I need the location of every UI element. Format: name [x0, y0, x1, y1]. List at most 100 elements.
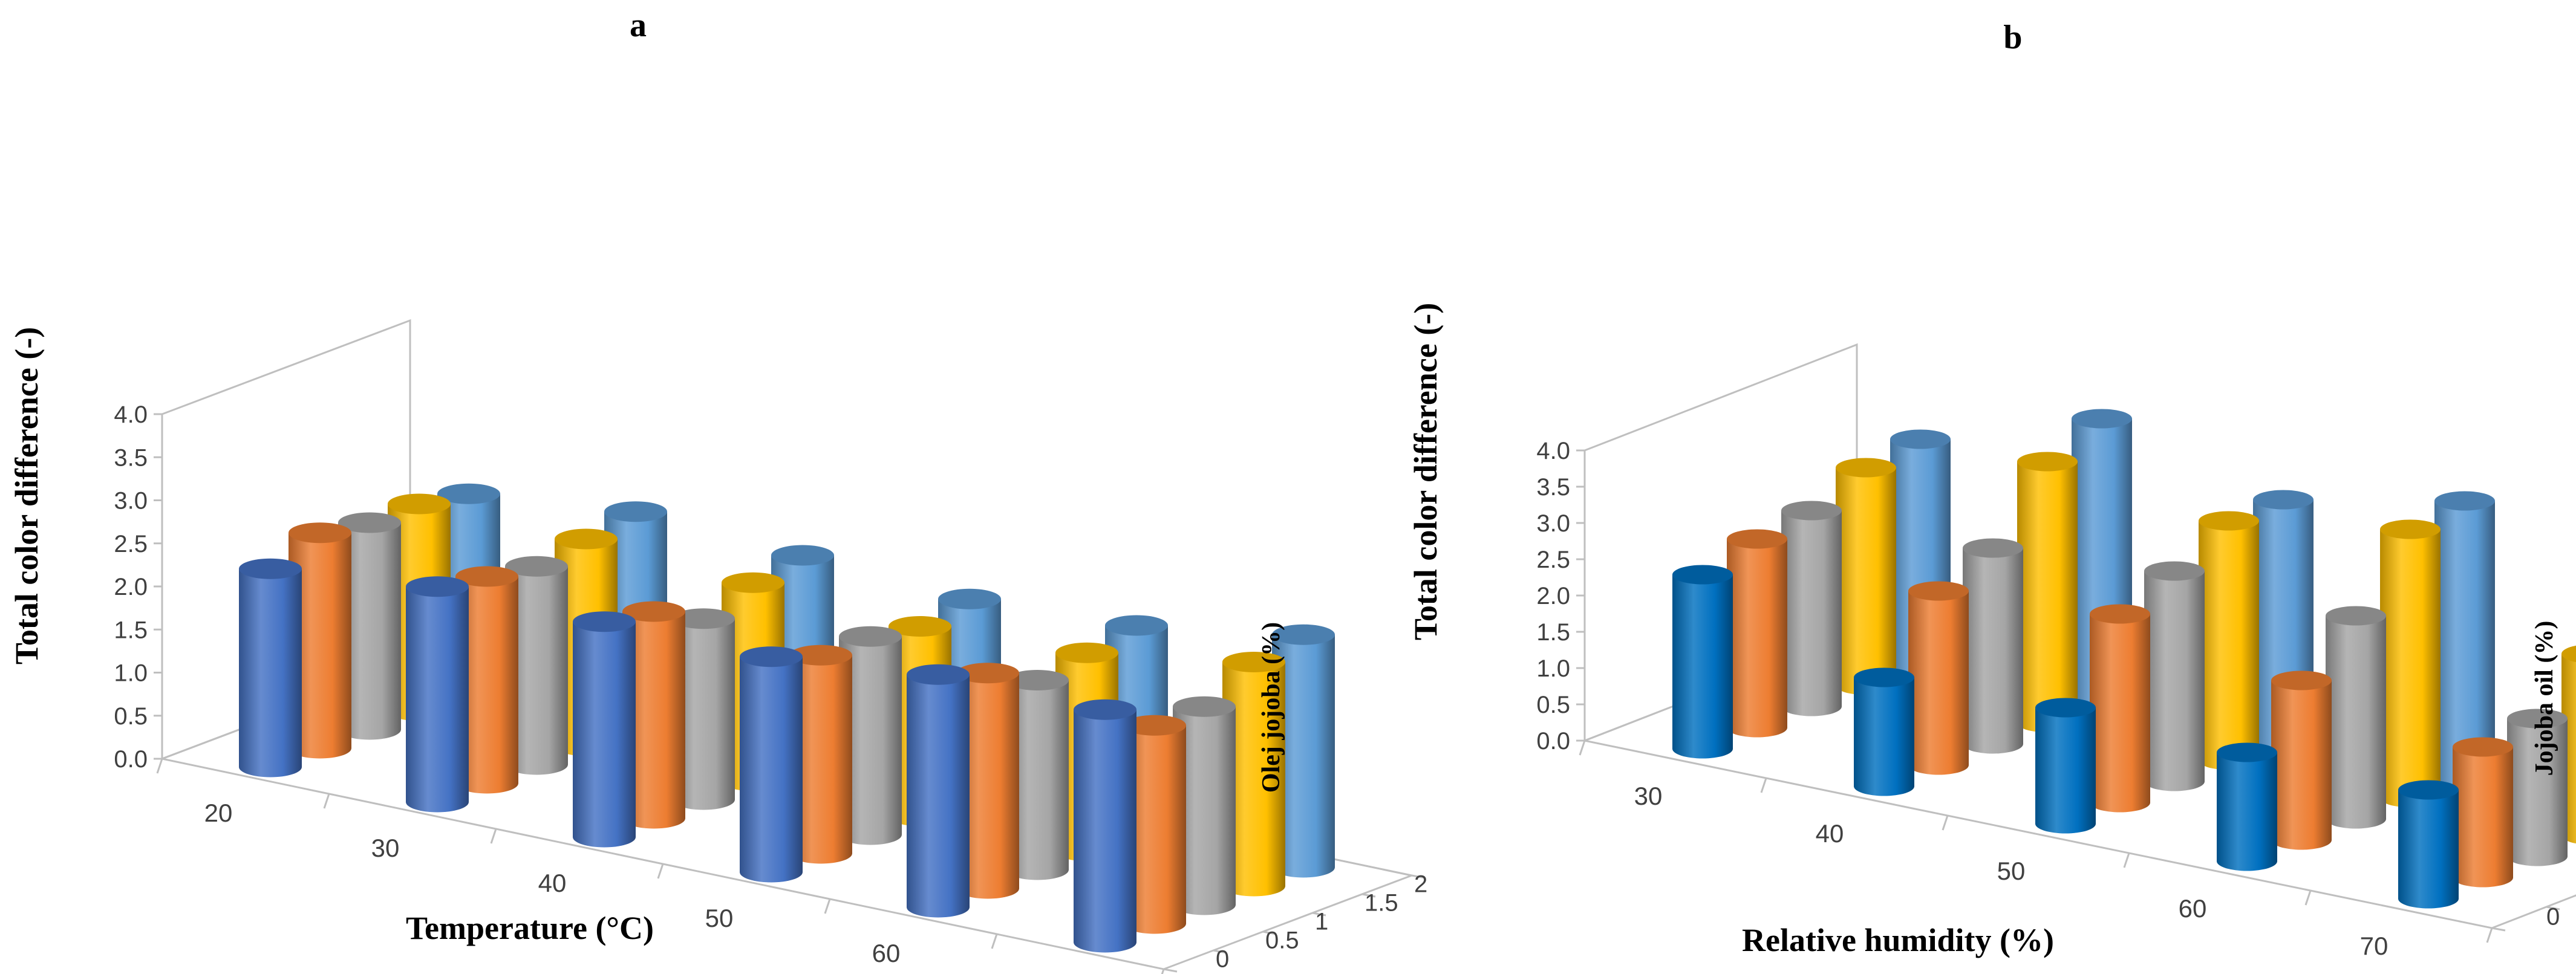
y-tick-label: 1.0 — [114, 660, 148, 687]
bar — [1074, 700, 1136, 953]
y-tick-label: 3.5 — [114, 444, 148, 471]
z-tick-label: 0.5 — [1265, 927, 1299, 954]
bar-top — [2072, 409, 2132, 429]
chart-b-y-ticks: 0.00.51.01.52.02.53.03.54.0 — [1536, 438, 1585, 755]
bar-top — [907, 664, 970, 685]
y-tick-label: 2.0 — [1536, 583, 1570, 609]
bar-top — [2217, 743, 2277, 762]
bar-body — [1672, 575, 1733, 759]
bar-top — [1836, 458, 1896, 478]
x-tick-mark — [1943, 816, 1948, 830]
bar-top — [1854, 668, 1914, 687]
chart-a-z-axis-title: Olej jojoba (%) — [1257, 622, 1285, 793]
y-tick-label: 0.0 — [1536, 728, 1570, 755]
bar-top — [1074, 700, 1136, 720]
bar — [2380, 520, 2441, 808]
x-tick-mark — [992, 934, 997, 949]
y-tick-label: 3.0 — [1536, 510, 1570, 537]
z-tick-label: 1 — [1315, 909, 1328, 935]
bar-body — [1908, 591, 1969, 775]
bar — [2017, 452, 2078, 733]
bar — [406, 576, 469, 812]
bar-top — [2253, 490, 2314, 510]
panel-label-a: a — [630, 7, 647, 44]
x-tick-mark — [2306, 891, 2310, 905]
bar-top — [938, 589, 1001, 609]
bar-top — [2144, 562, 2205, 581]
bar-top — [2035, 698, 2096, 718]
bar-body — [2144, 571, 2205, 791]
chart-a-y-axis-title: Total color difference (-) — [8, 327, 45, 664]
chart-b-z-axis-title: Jojoba oil (%) — [2531, 621, 2558, 776]
bar-body — [2035, 708, 2096, 834]
x-tick-mark — [1159, 969, 1164, 974]
z-tick-mark — [2492, 928, 2505, 930]
bar-top — [1727, 530, 1787, 549]
bar-body — [2453, 747, 2513, 888]
x-tick-label: 20 — [204, 799, 233, 827]
bar-top — [573, 611, 636, 632]
chart-panel-b: b 0.0 0.5 1.0 1.5 2.0 2.5 3.0 3.5 4.0 30 40 50 60 70… — [1407, 19, 2576, 960]
bar — [907, 664, 970, 918]
z-tick-label: 1.5 — [1365, 890, 1398, 917]
bar — [2090, 605, 2150, 813]
bar-top — [740, 646, 803, 667]
bar-top — [771, 545, 834, 566]
bar-body — [1781, 511, 1842, 716]
bar-top — [388, 494, 451, 515]
x-tick-mark — [324, 794, 329, 808]
bar-top — [2434, 492, 2495, 511]
bar — [2398, 781, 2459, 909]
y-tick-label: 2.5 — [1536, 547, 1570, 573]
z-tick-label: 0 — [1216, 946, 1229, 973]
bar-body — [1727, 539, 1787, 738]
x-tick-mark — [1761, 778, 1766, 793]
bar-top — [722, 573, 784, 593]
chart-b-x-axis-title: Relative humidity (%) — [1742, 922, 2054, 958]
chart-b-y-axis-title: Total color difference (-) — [1407, 303, 1444, 640]
bar-body — [239, 569, 302, 778]
bar — [1963, 539, 2023, 754]
bar-body — [1836, 468, 1896, 695]
bar — [1854, 668, 1914, 796]
bar — [1781, 501, 1842, 716]
bar — [573, 611, 636, 847]
chart-a-x-axis-title: Temperature (°C) — [406, 910, 654, 946]
bar-body — [2217, 753, 2277, 871]
bar-body — [1074, 710, 1136, 953]
bar — [239, 559, 302, 778]
bar-top — [2380, 520, 2441, 539]
bar — [2326, 606, 2386, 829]
x-tick-mark — [658, 864, 663, 878]
bar-top — [1105, 615, 1168, 636]
figure: a 0.00.51.01.52.02.53.03.54.0 2030405060… — [0, 0, 2576, 974]
bar-body — [2017, 462, 2078, 733]
bar-top — [2453, 738, 2513, 757]
y-tick-label: 2.0 — [114, 574, 148, 600]
bar — [2453, 738, 2513, 888]
y-tick-label: 4.0 — [114, 401, 148, 428]
bar-body — [2326, 616, 2386, 829]
x-tick-label: 60 — [2179, 894, 2207, 923]
bar-body — [740, 657, 803, 882]
bar-top — [1890, 430, 1951, 449]
bar-top — [2271, 671, 2332, 690]
bar-top — [2090, 605, 2150, 624]
y-tick-label: 4.0 — [1536, 438, 1570, 464]
bar-top — [2199, 511, 2259, 531]
y-tick-label: 0.5 — [114, 703, 148, 730]
bar-top — [604, 501, 667, 522]
y-tick-label: 0.5 — [1536, 692, 1570, 718]
x-tick-mark — [825, 899, 830, 914]
bar — [1727, 530, 1787, 738]
bar-top — [2398, 781, 2459, 800]
x-tick-label: 60 — [872, 939, 901, 967]
x-tick-label: 50 — [705, 904, 734, 932]
y-tick-label: 1.5 — [114, 617, 148, 643]
bar-body — [406, 586, 469, 812]
bar-body — [1854, 678, 1914, 796]
x-tick-label: 30 — [1634, 782, 1663, 810]
chart-panel-a: a 0.00.51.01.52.02.53.03.54.0 2030405060… — [8, 7, 1427, 974]
x-tick-mark — [157, 759, 162, 773]
bar-top — [1672, 565, 1733, 585]
